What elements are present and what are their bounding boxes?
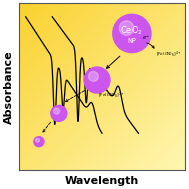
Circle shape [54, 108, 60, 114]
Y-axis label: Absorbance: Absorbance [3, 50, 13, 124]
Circle shape [84, 67, 110, 93]
Text: $\rm[Fe(CN)_6]^{3+}$: $\rm[Fe(CN)_6]^{3+}$ [98, 90, 125, 100]
Circle shape [36, 138, 40, 142]
Circle shape [51, 105, 67, 121]
Text: $e^-$: $e^-$ [142, 34, 150, 42]
Circle shape [88, 71, 98, 81]
Circle shape [113, 14, 151, 53]
Text: NP: NP [127, 38, 136, 44]
X-axis label: Wavelength: Wavelength [65, 176, 139, 186]
Text: $\rm CeO_2$: $\rm CeO_2$ [120, 25, 143, 37]
Circle shape [119, 21, 134, 35]
Text: $\rm[Fe(CN)_6]^{4+}$: $\rm[Fe(CN)_6]^{4+}$ [156, 49, 182, 59]
Circle shape [34, 137, 44, 147]
